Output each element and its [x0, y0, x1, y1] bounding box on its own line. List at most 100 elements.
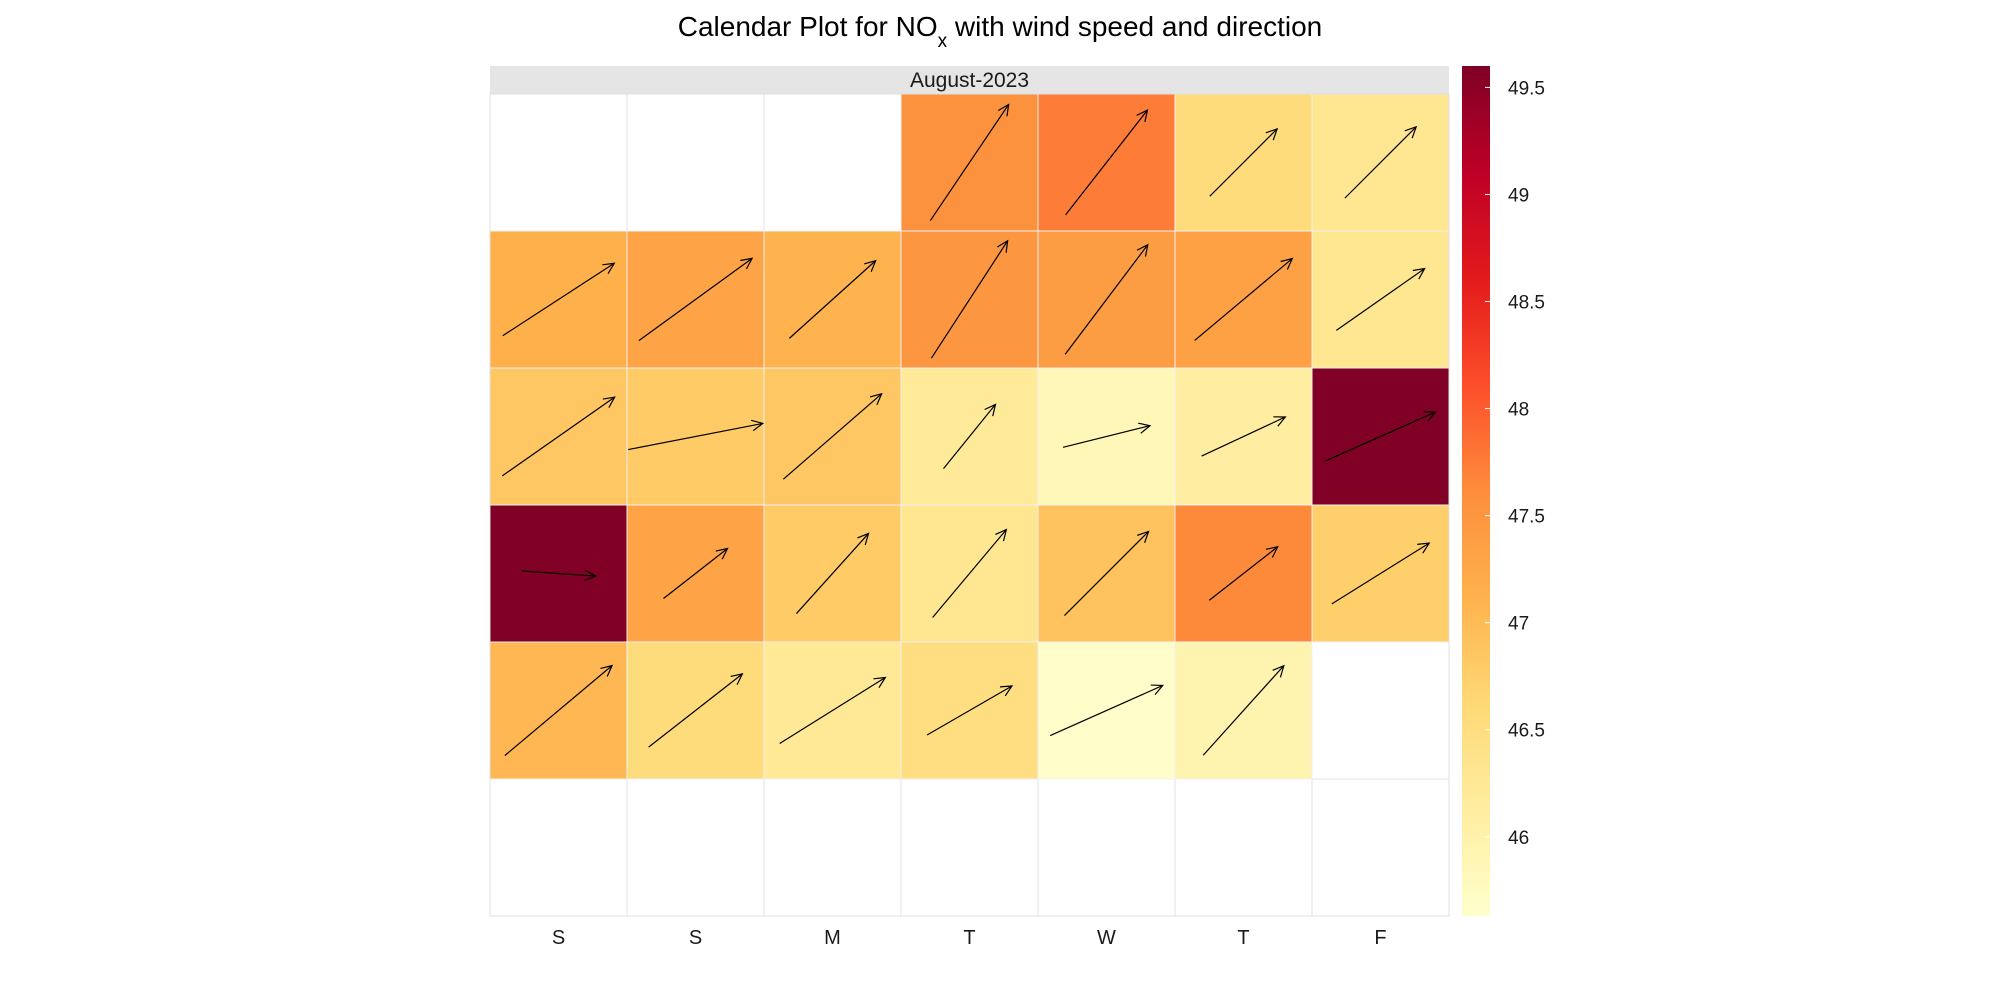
wind-arrow-shaft [1049, 684, 1164, 737]
wind-arrow-head [602, 262, 616, 274]
wind-arrow [943, 403, 997, 469]
wind-arrow-shaft [1194, 258, 1293, 341]
wind-arrow-head [873, 676, 887, 688]
empty-cell [900, 778, 1039, 917]
wind-arrow-shaft [648, 673, 743, 748]
wind-arrow-head [1412, 267, 1426, 280]
colorbar-tick-label: 49.5 [1508, 78, 1545, 99]
wind-arrow-head [1404, 125, 1418, 139]
wind-arrow-head [1272, 664, 1285, 678]
empty-cell [626, 93, 765, 232]
wind-arrow-head [863, 259, 877, 272]
wind-arrow-head [715, 547, 729, 560]
wind-arrow-head [1423, 411, 1437, 422]
wind-arrow-shaft [788, 260, 877, 339]
weekday-label: T [1237, 927, 1249, 949]
weekday-label: F [1374, 927, 1386, 949]
wind-arrow [1344, 125, 1418, 199]
wind-arrow-shaft [1202, 665, 1285, 756]
wind-arrow [932, 528, 1008, 618]
colorbar-tick-label: 48 [1508, 400, 1529, 421]
wind-arrow-shaft [663, 548, 728, 599]
wind-arrow-head [584, 569, 597, 582]
wind-arrow-head [857, 532, 870, 546]
wind-arrow-head [600, 664, 614, 677]
empty-cell [763, 93, 902, 232]
wind-arrow-shaft [1064, 531, 1149, 616]
wind-arrow [1209, 127, 1279, 197]
wind-arrow-head [1265, 127, 1279, 141]
wind-arrow [779, 676, 887, 745]
empty-cell [489, 778, 628, 917]
wind-arrow-shaft [929, 104, 1010, 221]
colorbar-tick-label: 46 [1508, 828, 1529, 849]
wind-arrow-head [1280, 257, 1294, 270]
wind-arrow-shaft [782, 393, 883, 480]
wind-arrow [795, 532, 870, 614]
wind-arrow-shaft [795, 533, 870, 614]
wind-arrow [502, 262, 616, 337]
wind-arrow-shaft [628, 422, 763, 451]
wind-arrow-head [1417, 542, 1431, 554]
wind-arrow-head [1150, 684, 1165, 695]
wind-arrow-head [1273, 416, 1287, 427]
wind-arrow [1064, 243, 1149, 355]
wind-arrow [1065, 109, 1149, 216]
wind-arrow-head [730, 673, 744, 685]
wind-arrow [926, 685, 1014, 736]
panel-strip-label: August-2023 [910, 69, 1029, 92]
wind-arrow-shaft [926, 685, 1013, 736]
wind-arrow-head [995, 528, 1008, 542]
chart-title: Calendar Plot for NOx with wind speed an… [678, 11, 1323, 52]
weekday-label: M [824, 927, 841, 949]
wind-arrow [788, 259, 877, 339]
wind-arrow-shaft [932, 529, 1007, 618]
wind-arrow [1062, 422, 1152, 448]
wind-arrow-shaft [638, 257, 753, 342]
wind-arrow-head [751, 419, 765, 432]
wind-arrow-head [1265, 545, 1279, 558]
chart-title-subscript: x [938, 31, 948, 52]
wind-arrow-shaft [1201, 416, 1286, 457]
wind-arrow-head [999, 685, 1014, 697]
wind-arrow-shaft [521, 570, 596, 577]
day-cell [763, 504, 902, 643]
colorbar-tick-label: 47 [1508, 614, 1529, 635]
wind-arrow [1331, 542, 1431, 605]
chart-title-suffix: with wind speed and direction [947, 11, 1322, 42]
wind-arrow-shaft [779, 676, 886, 745]
colorbar-tick-label: 46.5 [1508, 721, 1545, 742]
wind-arrow-shaft [1344, 126, 1417, 199]
wind-arrow-head [602, 396, 616, 408]
empty-cell [763, 778, 902, 917]
wind-arrow-head [869, 392, 883, 406]
wind-arrow-shaft [1209, 128, 1278, 197]
wind-arrow-head [997, 103, 1010, 117]
wind-arrow-head [1137, 530, 1150, 543]
empty-cell [1037, 778, 1176, 917]
empty-cell [489, 93, 628, 232]
empty-cell [1311, 641, 1450, 780]
wind-arrow-head [740, 257, 754, 270]
panel-border [489, 93, 1450, 917]
colorbar-tick-label: 48.5 [1508, 293, 1545, 314]
wind-arrow [1336, 267, 1426, 331]
wind-arrow-shaft [1065, 109, 1148, 216]
empty-cell [626, 778, 765, 917]
wind-arrow-shaft [1325, 411, 1436, 462]
wind-arrow [1049, 684, 1165, 737]
wind-arrow [1194, 257, 1294, 341]
weekday-label: W [1097, 927, 1116, 949]
calendar-grid [489, 93, 1450, 917]
wind-arrow-shaft [501, 396, 616, 477]
wind-arrow [782, 392, 883, 480]
chart-title-prefix: Calendar Plot for NO [678, 11, 938, 42]
wind-arrow [1202, 664, 1285, 756]
wind-arrow [638, 257, 754, 342]
wind-arrow [930, 239, 1009, 359]
wind-arrow [1064, 530, 1150, 616]
wind-arrow-shaft [1331, 542, 1430, 605]
colorbar-tick-label: 47.5 [1508, 507, 1545, 528]
